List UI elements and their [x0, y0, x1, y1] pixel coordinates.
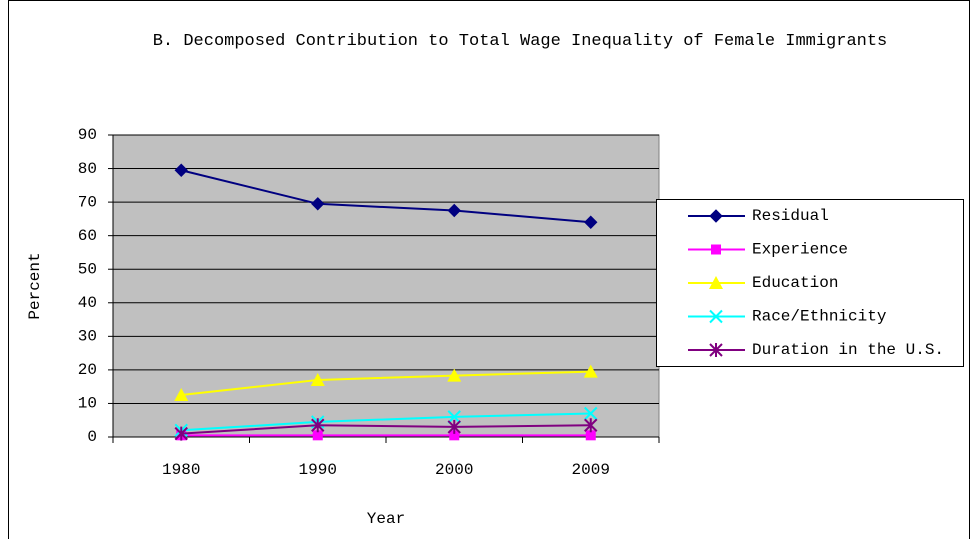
marker: [584, 406, 598, 421]
y-tick-label: 0: [87, 428, 97, 446]
series-line: [181, 370, 591, 397]
y-tick-label: 60: [78, 227, 97, 245]
marker: [583, 364, 598, 378]
chart-title: B. Decomposed Contribution to Total Wage…: [152, 32, 888, 51]
marker: [312, 430, 323, 441]
marker: [174, 163, 188, 177]
marker: [311, 197, 325, 211]
marker: [447, 203, 461, 218]
x-tick-label: 1990: [299, 461, 337, 479]
legend-label: Race/Ethnicity: [752, 308, 887, 326]
marker: [709, 209, 723, 223]
plot-area: [112, 134, 660, 438]
x-tick-label: 2009: [572, 461, 610, 479]
marker: [449, 430, 460, 441]
marker: [709, 343, 723, 357]
marker: [584, 215, 598, 229]
marker: [584, 418, 598, 433]
series-line: [181, 169, 591, 224]
series-line: [181, 424, 591, 435]
marker: [174, 388, 189, 402]
marker: [174, 426, 188, 441]
y-tick-label: 70: [78, 193, 97, 211]
x-axis-label: Year: [367, 510, 405, 528]
y-tick-label: 80: [78, 160, 97, 178]
marker: [310, 372, 325, 386]
marker: [311, 418, 325, 433]
marker: [447, 410, 461, 424]
series-line: [181, 412, 591, 432]
marker: [711, 244, 721, 255]
x-tick-label: 1980: [162, 461, 200, 479]
y-tick-label: 30: [78, 328, 97, 346]
y-tick-label: 10: [78, 395, 97, 413]
x-tick-label: 2000: [435, 461, 473, 479]
marker: [709, 276, 723, 289]
marker: [447, 419, 461, 434]
marker: [447, 368, 462, 382]
y-tick-label: 20: [78, 361, 97, 379]
legend-label: Residual: [752, 207, 829, 225]
y-axis-label: Percent: [26, 252, 44, 319]
legend-label: Duration in the U.S.: [752, 341, 944, 359]
legend-label: Experience: [752, 241, 848, 259]
legend-label: Education: [752, 274, 838, 292]
y-tick-label: 50: [78, 260, 97, 278]
y-tick-label: 40: [78, 294, 97, 312]
marker: [585, 430, 596, 441]
marker: [709, 309, 723, 324]
y-tick-label: 90: [78, 126, 97, 144]
